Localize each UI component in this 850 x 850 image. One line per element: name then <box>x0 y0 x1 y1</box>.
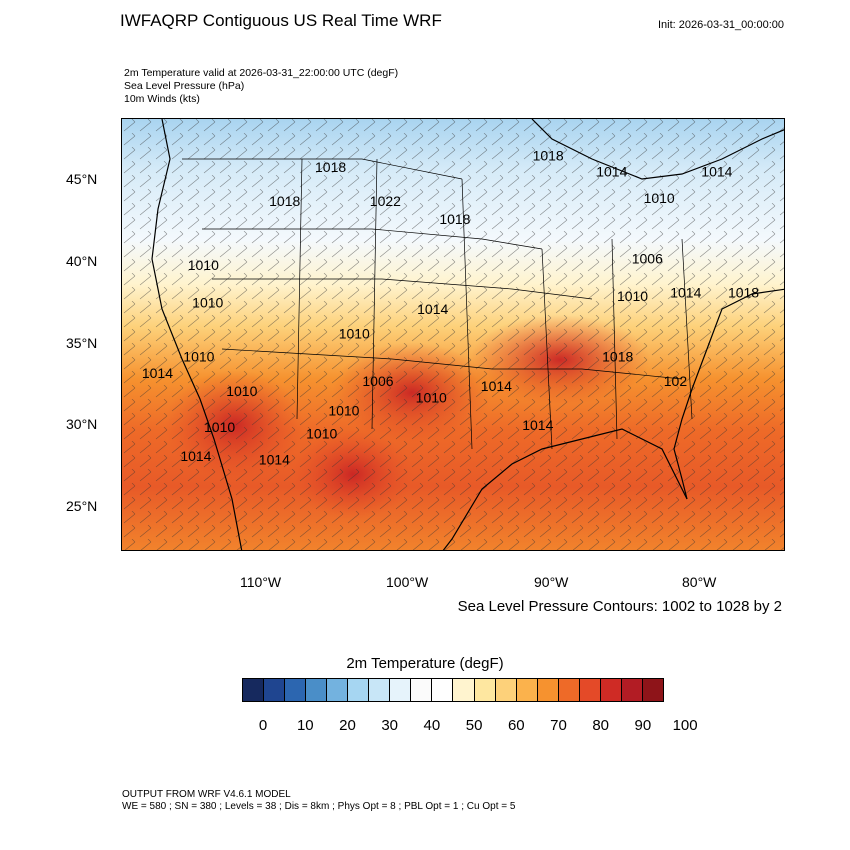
colorbar-label: 20 <box>339 717 356 734</box>
isobar-label: 1010 <box>328 402 359 418</box>
isobar-label: 1006 <box>632 250 663 266</box>
isobar-label: 1010 <box>644 190 675 206</box>
colorbar-swatch <box>537 679 559 701</box>
isobar-label: 1014 <box>180 448 211 464</box>
lat-label-45: 45°N <box>66 171 98 187</box>
isobar-label: 1014 <box>142 365 173 381</box>
colorbar-swatch <box>390 679 412 701</box>
colorbar-swatch <box>369 679 391 701</box>
colorbar-swatch <box>516 679 538 701</box>
lon-label-110: 110°W <box>240 574 282 590</box>
isobar-label: 1014 <box>596 164 627 180</box>
isobar-label: 1018 <box>728 285 759 301</box>
isobar-label: 1018 <box>602 348 633 364</box>
isobar-label: 1010 <box>192 295 223 311</box>
colorbar-label: 80 <box>592 717 610 734</box>
colorbar-swatch <box>558 679 580 701</box>
isobar-label: 1018 <box>315 159 346 175</box>
isobar-label: 1014 <box>417 301 448 317</box>
colorbar-swatch <box>411 679 433 701</box>
isobar-label: 1010 <box>188 257 219 273</box>
field-line-pressure: Sea Level Pressure (hPa) <box>124 80 245 92</box>
colorbar-label: 50 <box>465 717 483 734</box>
colorbar-label: 30 <box>381 717 399 734</box>
colorbar-swatch <box>453 679 475 701</box>
lon-label-80: 80°W <box>682 574 717 590</box>
footer-config: WE = 580 ; SN = 380 ; Levels = 38 ; Dis … <box>122 801 516 812</box>
lat-label-25: 25°N <box>66 498 98 514</box>
field-line-winds: 10m Winds (kts) <box>124 93 200 105</box>
init-time: Init: 2026-03-31_00:00:00 <box>658 19 784 31</box>
colorbar-label: 70 <box>550 717 567 734</box>
isobar-label: 1010 <box>617 288 648 304</box>
colorbar-label: 0 <box>258 717 268 734</box>
isobar-label: 1018 <box>439 211 470 227</box>
isobar-label: 1010 <box>339 326 370 342</box>
colorbar-swatch <box>432 679 454 701</box>
isobar-label: 1010 <box>416 389 447 405</box>
colorbar-swatch <box>264 679 286 701</box>
isobar-label: 1006 <box>362 373 393 389</box>
colorbar-swatch <box>621 679 643 701</box>
lat-label-40: 40°N <box>66 253 98 269</box>
colorbar-swatch <box>243 679 265 701</box>
isobar-label: 1014 <box>522 417 553 433</box>
isobar-label: 1014 <box>259 451 290 467</box>
colorbar-label: 60 <box>507 717 525 734</box>
colorbar <box>242 678 664 702</box>
colorbar-swatch <box>348 679 370 701</box>
isobar-label: 102 <box>664 373 688 389</box>
colorbar-swatch <box>579 679 601 701</box>
colorbar-swatch <box>474 679 496 701</box>
lat-label-30: 30°N <box>66 416 98 432</box>
colorbar-label: 10 <box>296 717 314 734</box>
isobar-label: 1014 <box>701 164 732 180</box>
isobar-label: 1010 <box>226 383 257 399</box>
lon-label-100: 100°W <box>386 574 429 590</box>
colorbar-label: 90 <box>634 717 652 734</box>
isobar-label: 1014 <box>481 378 512 394</box>
colorbar-swatch <box>285 679 307 701</box>
plot-title: IWFAQRP Contiguous US Real Time WRF <box>120 11 442 30</box>
colorbar-swatch <box>642 679 663 701</box>
colorbar-title: 2m Temperature (degF) <box>346 655 504 672</box>
isobar-label: 1014 <box>670 285 701 301</box>
lat-label-35: 35°N <box>66 335 98 351</box>
colorbar-label: 40 <box>423 717 441 734</box>
colorbar-swatch <box>600 679 622 701</box>
isobar-label: 1018 <box>269 193 300 209</box>
isobar-label: 1010 <box>306 425 337 441</box>
isobar-label: 1010 <box>204 419 235 435</box>
colorbar-swatch <box>306 679 328 701</box>
lon-label-90: 90°W <box>534 574 569 590</box>
isobar-label: 1018 <box>533 147 564 163</box>
contour-note: Sea Level Pressure Contours: 1002 to 102… <box>457 598 782 615</box>
colorbar-swatch <box>327 679 349 701</box>
field-line-temperature: 2m Temperature valid at 2026-03-31_22:00… <box>124 67 399 79</box>
colorbar-swatch <box>495 679 517 701</box>
colorbar-label: 100 <box>672 717 698 734</box>
footer-model: OUTPUT FROM WRF V4.6.1 MODEL <box>122 789 291 800</box>
isobar-label: 1010 <box>183 348 214 364</box>
isobar-label: 1022 <box>370 193 401 209</box>
weather-map: 1018 1018 1022 1018 1018 1014 1014 1010 1006 1010… <box>121 118 785 551</box>
